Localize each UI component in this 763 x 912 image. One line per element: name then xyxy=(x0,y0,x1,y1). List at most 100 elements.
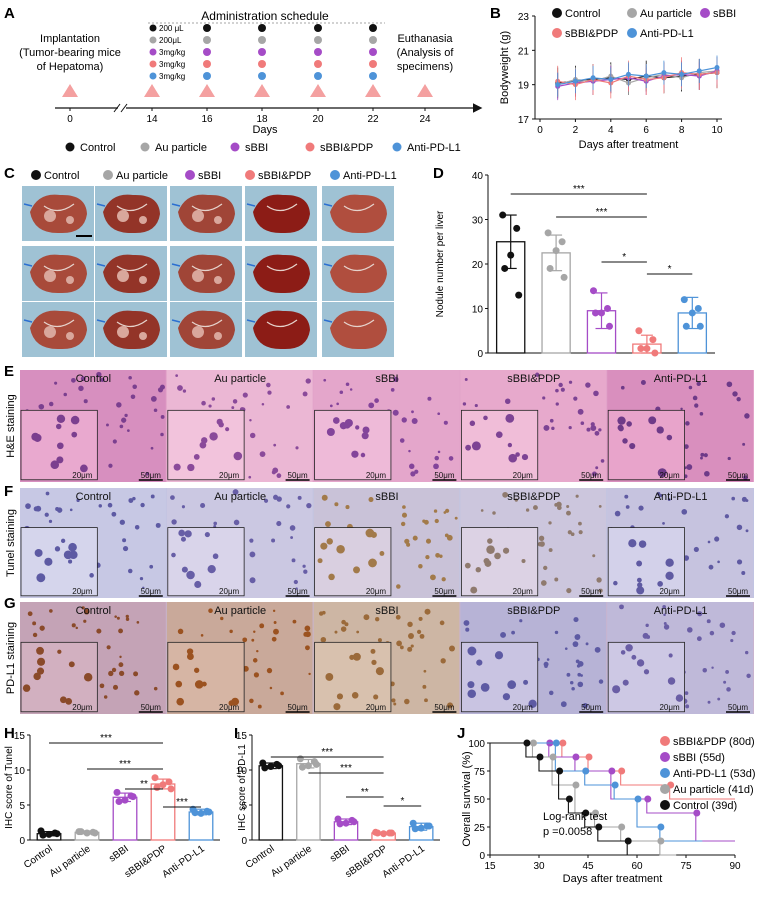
dose-dot xyxy=(149,72,157,80)
legend-label: sBBI xyxy=(245,142,268,154)
timeline-tick-label: 0 xyxy=(67,114,73,125)
cell-nucleus xyxy=(280,691,284,696)
significance-label: *** xyxy=(176,797,188,808)
panel-f: F Tunel staining Control 50μm 20μm Au partic… xyxy=(4,483,754,598)
cell-nucleus xyxy=(273,628,279,635)
cell-nucleus xyxy=(59,696,67,704)
legend-dot xyxy=(552,28,562,38)
schedule-dot xyxy=(203,72,211,80)
cell-nucleus xyxy=(439,554,443,559)
data-point xyxy=(91,829,99,837)
inset-scale-label: 20μm xyxy=(72,703,93,712)
data-point xyxy=(165,778,173,786)
censor-mark xyxy=(592,809,600,817)
cell-nucleus xyxy=(419,633,425,639)
schedule-dot xyxy=(369,60,377,68)
inset-scale-label: 20μm xyxy=(513,471,534,480)
data-point xyxy=(374,829,382,837)
data-point xyxy=(651,349,659,357)
cell-nucleus xyxy=(175,374,179,378)
cell-nucleus xyxy=(662,605,666,609)
cell-nucleus xyxy=(528,699,537,708)
cell-nucleus xyxy=(48,519,53,523)
cell-nucleus xyxy=(575,494,579,498)
liver-nodule xyxy=(66,216,74,224)
nodule-arrow xyxy=(23,263,33,267)
cell-nucleus xyxy=(336,544,345,554)
pdl1-staining-row: PD-L1 staining Control 50μm 20μm Au particle… xyxy=(5,602,754,714)
cell-nucleus xyxy=(173,463,181,471)
cell-nucleus xyxy=(543,424,550,431)
schedule-dot xyxy=(258,60,266,68)
censor-mark xyxy=(572,753,580,761)
liver-shape xyxy=(103,254,160,294)
data-point xyxy=(296,755,304,763)
liver-vessel xyxy=(116,203,148,212)
cell-nucleus xyxy=(128,498,134,503)
liver-nodule xyxy=(214,332,222,340)
legend-dot xyxy=(552,8,562,18)
inset-scale-label: 20μm xyxy=(513,587,534,596)
data-point xyxy=(129,793,137,801)
cell-nucleus xyxy=(396,584,401,589)
cell-nucleus xyxy=(418,616,423,621)
cell-nucleus xyxy=(573,617,579,623)
cell-nucleus xyxy=(276,521,282,527)
cell-nucleus xyxy=(271,538,276,543)
liver-vessel xyxy=(116,263,148,272)
censor-mark xyxy=(624,837,632,845)
cell-nucleus xyxy=(578,530,583,535)
cell-nucleus xyxy=(462,402,467,406)
cell-nucleus xyxy=(304,631,311,638)
cell-nucleus xyxy=(273,494,279,500)
cell-nucleus xyxy=(325,673,334,681)
column-label: Control xyxy=(76,373,111,385)
cell-nucleus xyxy=(594,646,601,653)
category-label: Anti-PD-L1 xyxy=(160,843,207,880)
legend-label: sBBI xyxy=(198,170,221,182)
implantation-line-1: Implantation xyxy=(40,33,100,45)
cell-nucleus xyxy=(519,619,523,623)
data-point xyxy=(409,819,417,827)
cell-nucleus xyxy=(114,615,117,618)
cell-nucleus xyxy=(32,632,38,638)
x-tick-label: 75 xyxy=(680,861,692,872)
cell-nucleus xyxy=(717,560,720,564)
scale-bar-label: 50μm xyxy=(434,471,455,480)
cell-nucleus xyxy=(199,441,207,449)
data-point xyxy=(77,828,85,836)
cell-nucleus xyxy=(745,499,749,503)
cell-nucleus xyxy=(504,398,511,404)
cell-nucleus xyxy=(404,698,410,705)
dose-label: 200 μL xyxy=(159,24,184,33)
schedule-dot xyxy=(258,36,266,44)
cell-nucleus xyxy=(208,608,213,613)
schedule-dot xyxy=(369,48,377,56)
y-axis-label: IHC score of PD-L1 xyxy=(237,744,248,831)
nodule-arrow xyxy=(96,203,106,207)
cell-nucleus xyxy=(36,667,45,675)
cell-nucleus xyxy=(204,532,210,538)
cell-nucleus xyxy=(708,564,714,570)
cell-nucleus xyxy=(580,674,583,677)
cell-nucleus xyxy=(707,700,711,704)
cell-nucleus xyxy=(273,621,277,624)
cell-nucleus xyxy=(36,657,46,666)
data-point xyxy=(590,287,597,295)
data-point xyxy=(544,229,552,237)
category-label: Control xyxy=(244,843,277,871)
legend-dot xyxy=(140,142,150,152)
survival-chart: 15 30 45 60 75 90 0 25 50 75 100 Days after treatme… xyxy=(461,736,756,885)
cell-nucleus xyxy=(724,514,730,519)
scale-bar-label: 50μm xyxy=(288,587,309,596)
cell-nucleus xyxy=(371,659,377,665)
legend-label: Anti-PD-L1 xyxy=(640,28,694,40)
data-point xyxy=(501,264,509,272)
censor-mark xyxy=(634,795,642,803)
bar xyxy=(296,763,321,841)
cell-nucleus xyxy=(636,560,643,567)
cell-nucleus xyxy=(80,464,88,473)
cell-nucleus xyxy=(272,609,276,613)
data-point xyxy=(546,264,554,272)
